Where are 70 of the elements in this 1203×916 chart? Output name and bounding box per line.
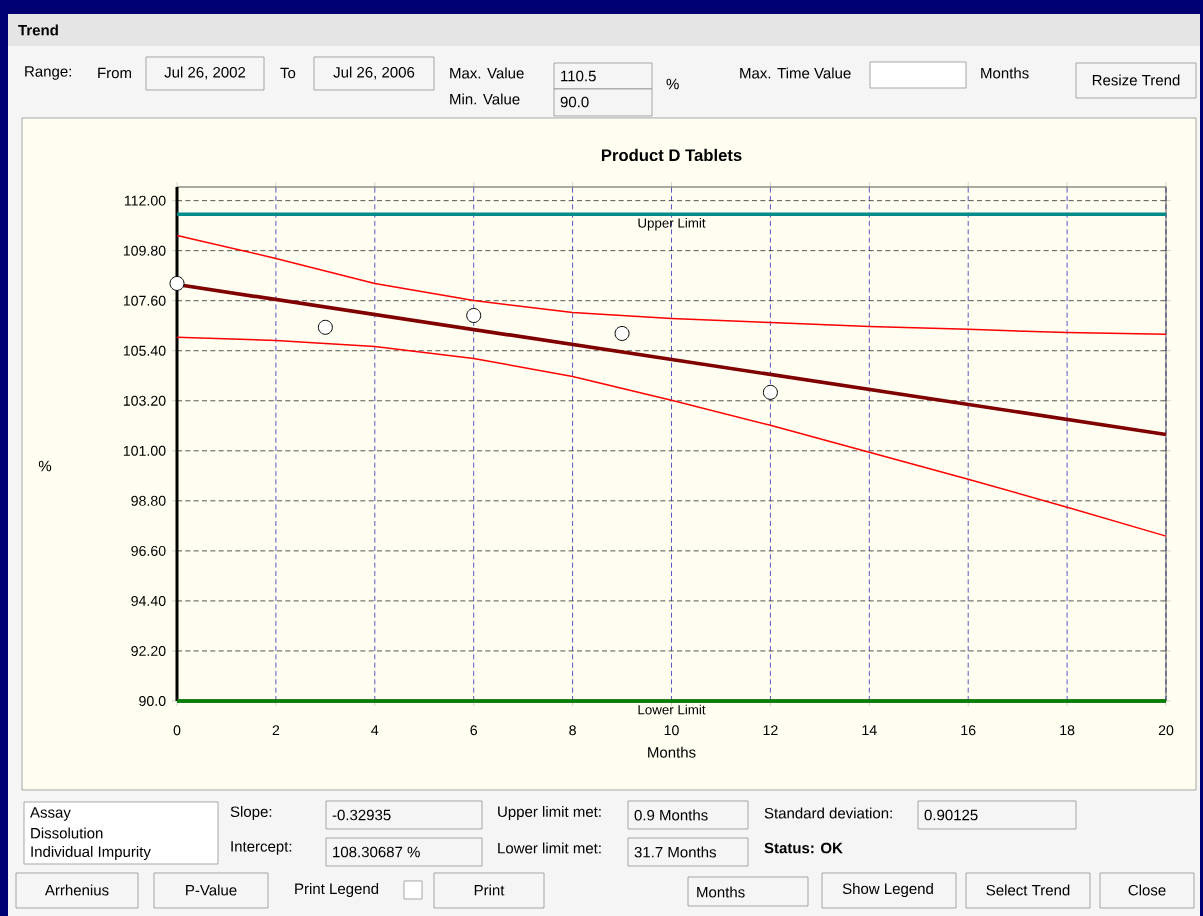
y-tick-label: 109.80	[123, 245, 166, 256]
text: Max. Value	[450, 67, 524, 79]
text: From	[98, 67, 132, 79]
point	[614, 325, 630, 341]
text: 108.30687 %	[333, 846, 420, 858]
x-axis-title: Months	[648, 746, 696, 758]
text: 0.9 Months	[634, 809, 708, 821]
x-tick-label: 0	[173, 725, 181, 736]
text: Max. Time Value	[740, 67, 851, 79]
x-tick-label: 14	[862, 725, 877, 735]
y-tick-label: 90.0	[139, 695, 166, 706]
x-tick-label: 16	[961, 725, 976, 736]
text: Resize Trend	[1092, 74, 1180, 86]
text: To	[280, 67, 296, 79]
text: 0.90125	[924, 809, 978, 821]
y-tick-label: 101.00	[123, 445, 166, 456]
x-tick-label: 10	[664, 725, 679, 736]
chart-title: Product D Tablets	[601, 148, 742, 162]
ref-line-label: Lower Limit	[638, 704, 706, 715]
y-tick-label: 105.40	[123, 345, 166, 356]
text: Status: OK	[764, 842, 843, 854]
text: Months	[697, 886, 745, 898]
y-tick-label: 92.20	[131, 645, 166, 656]
line-series	[176, 336, 1167, 537]
text: 90.0	[560, 96, 589, 108]
x-tick-label: 2	[272, 725, 280, 736]
x-tick-label: 8	[569, 725, 576, 736]
text: Arrhenius	[44, 884, 109, 896]
text: Show Legend	[842, 883, 933, 897]
point	[466, 307, 482, 323]
point	[762, 384, 778, 400]
point	[317, 319, 333, 335]
y-tick-label: 96.60	[131, 545, 166, 556]
text: Min. Value	[450, 93, 520, 105]
text: Standard deviation:	[764, 807, 892, 819]
y-tick-label: 103.20	[123, 395, 166, 406]
text: -0.32935	[332, 809, 391, 821]
text: Lower limit met:	[498, 842, 601, 854]
text: 31.7 Months	[634, 846, 716, 858]
text: Select Trend	[986, 884, 1070, 896]
line-series	[176, 234, 1167, 336]
text: Trend	[18, 24, 58, 36]
text: Slope:	[230, 806, 272, 820]
text: Print	[474, 884, 505, 896]
text: Assay	[30, 807, 71, 821]
text: Close	[1128, 884, 1166, 896]
ref-line-label: Upper Limit	[638, 217, 706, 231]
y-tick-label: 112.00	[124, 195, 166, 206]
y-tick-label: 107.60	[123, 295, 166, 306]
y-axis-title: %	[38, 460, 52, 472]
x-tick-label: 6	[470, 725, 478, 736]
text: %	[666, 78, 679, 90]
text: 110.5	[561, 70, 596, 82]
text: Individual Impurity	[31, 846, 151, 860]
text: Months	[981, 67, 1029, 79]
text: Upper limit met:	[498, 806, 601, 820]
text: Dissolution	[31, 827, 103, 839]
x-tick-label: 4	[371, 725, 379, 735]
y-tick-label: 94.40	[131, 595, 166, 606]
text: Intercept:	[231, 841, 292, 855]
text: Range:	[25, 66, 71, 80]
text: Print Legend	[295, 883, 379, 897]
x-tick-label: 18	[1060, 725, 1075, 736]
x-tick-label: 12	[763, 725, 778, 736]
y-tick-label: 98.80	[131, 495, 166, 506]
point	[169, 275, 185, 291]
x-tick-label: 20	[1158, 725, 1174, 736]
text: Jul 26, 2006	[333, 66, 415, 80]
text: P-Value	[186, 884, 237, 896]
text: Jul 26, 2002	[164, 66, 246, 80]
